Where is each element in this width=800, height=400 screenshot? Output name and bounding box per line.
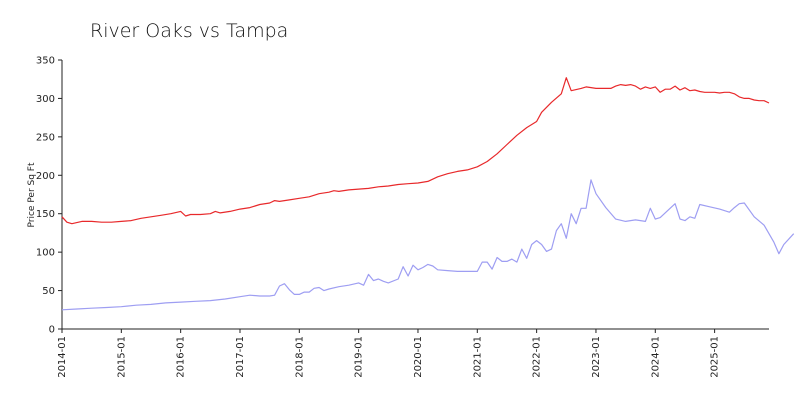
x-tick-label: 2018-01 [294, 336, 305, 378]
y-tick-label: 50 [42, 286, 55, 297]
y-tick-label: 250 [36, 132, 55, 143]
series-line-2 [61, 179, 795, 311]
x-axis: 2014-01 2015-01 2016-01 2017-01 2018-01 2019-… [57, 328, 769, 378]
y-tick-label: 150 [36, 209, 55, 220]
y-tick-label: 0 [49, 325, 55, 336]
x-tick-label: 2025-01 [710, 336, 721, 378]
y-tick-label: 300 [36, 94, 55, 105]
x-tick-label: 2020-01 [413, 336, 424, 378]
x-tick-label: 2016-01 [176, 336, 187, 378]
x-tick-label: 2023-01 [591, 336, 602, 378]
y-tick-label: 200 [36, 171, 55, 182]
series-line-1 [61, 77, 770, 225]
y-axis-label: Price Per Sq Ft [27, 162, 37, 227]
x-tick-label: 2019-01 [354, 336, 365, 378]
x-tick-label: 2024-01 [650, 336, 661, 378]
y-tick-label: 350 [36, 56, 55, 67]
x-tick-label: 2015-01 [116, 336, 127, 378]
x-tick-label: 2017-01 [235, 336, 246, 378]
chart-title: River Oaks vs Tampa [90, 20, 288, 42]
series-layer [61, 77, 795, 311]
x-tick-label: 2021-01 [472, 336, 483, 378]
y-tick-label: 100 [36, 248, 55, 259]
y-axis: 0 50 100 150 200 250 300 350 [36, 56, 63, 336]
x-tick-label: 2022-01 [532, 336, 543, 378]
x-tick-label: 2014-01 [57, 336, 68, 378]
